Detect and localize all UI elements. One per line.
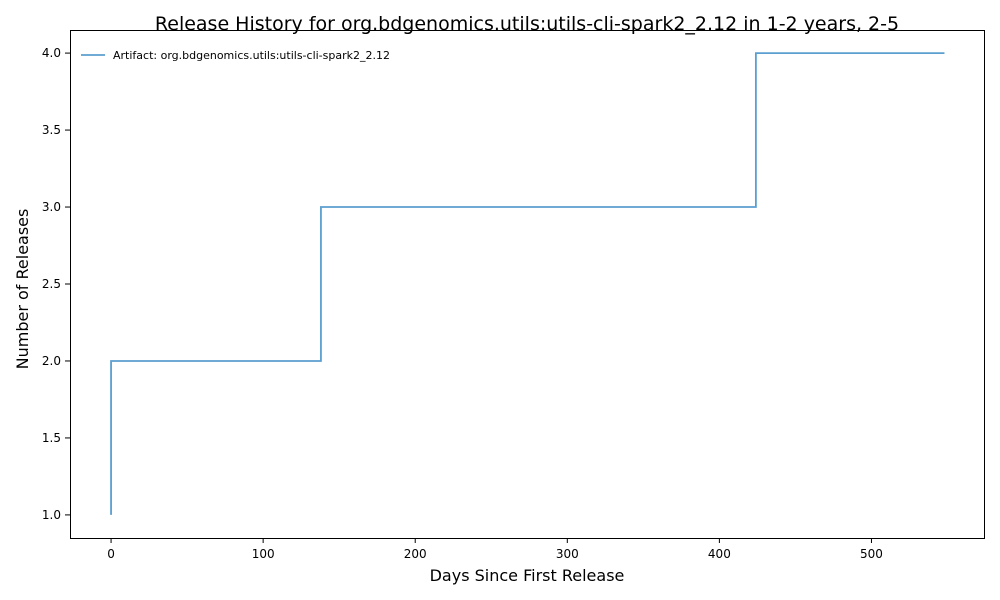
x-axis-title: Days Since First Release xyxy=(430,566,625,585)
y-tick-label: 1.0 xyxy=(42,508,61,522)
y-tick-label: 4.0 xyxy=(42,46,61,60)
y-axis: 1.0 1.5 2.0 2.5 3.0 3.5 4.0 xyxy=(42,46,70,522)
plot-frame xyxy=(70,30,985,539)
x-tick-label: 300 xyxy=(556,547,579,561)
y-axis-title: Number of Releases xyxy=(13,209,32,370)
y-tick-label: 2.5 xyxy=(42,277,61,291)
x-tick-label: 0 xyxy=(107,547,115,561)
x-tick-label: 500 xyxy=(860,547,883,561)
y-tick-label: 2.0 xyxy=(42,354,61,368)
x-tick-label: 200 xyxy=(404,547,427,561)
y-tick-label: 1.5 xyxy=(42,431,61,445)
x-tick-label: 100 xyxy=(252,547,275,561)
x-axis: 0 100 200 300 400 500 xyxy=(107,538,883,561)
series-line xyxy=(110,52,945,515)
y-tick-label: 3.5 xyxy=(42,123,61,137)
legend: Artifact: org.bdgenomics.utils:utils-cli… xyxy=(81,49,390,62)
legend-label: Artifact: org.bdgenomics.utils:utils-cli… xyxy=(113,49,390,62)
chart-title: Release History for org.bdgenomics.utils… xyxy=(155,13,899,35)
x-tick-label: 400 xyxy=(708,547,731,561)
series-layer xyxy=(110,52,945,515)
y-tick-label: 3.0 xyxy=(42,200,61,214)
